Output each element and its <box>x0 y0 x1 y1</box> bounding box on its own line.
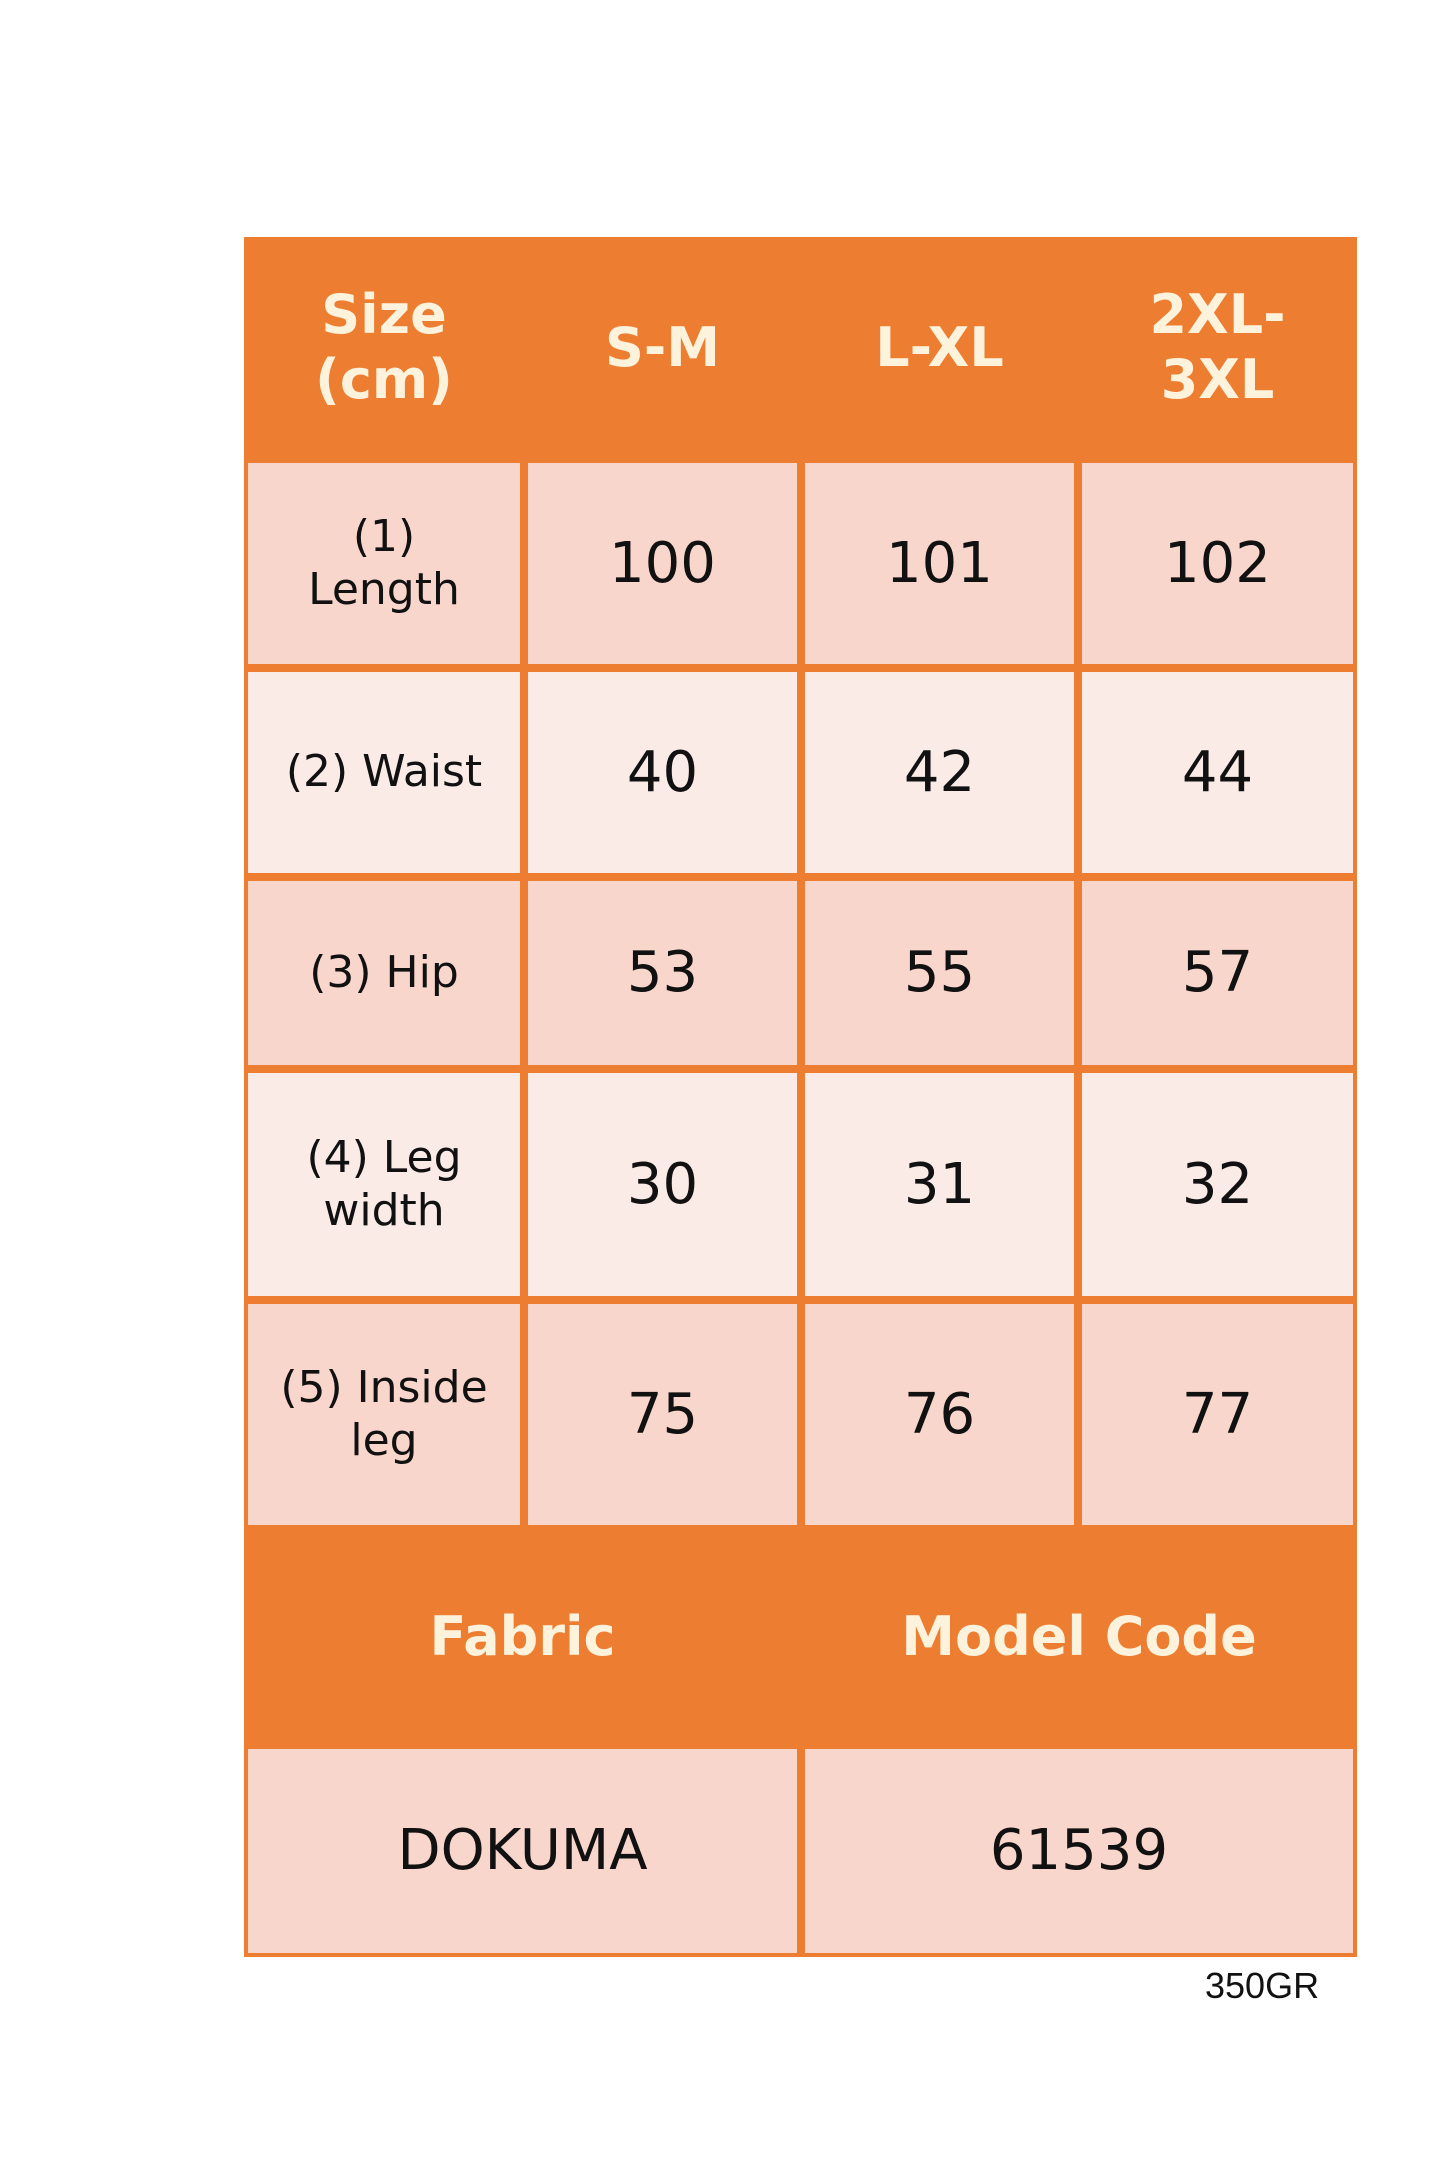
row-value: 42 <box>805 672 1074 873</box>
row-value: 44 <box>1082 672 1353 873</box>
row-value: 32 <box>1082 1073 1353 1296</box>
size-chart-table: Size (cm) S-M L-XL 2XL-3XL (1) Length 100 101 1… <box>244 237 1357 1957</box>
row-value: 53 <box>528 881 797 1065</box>
model-code-value: 61539 <box>805 1749 1353 1953</box>
row-value: 75 <box>528 1304 797 1525</box>
row-value: 31 <box>805 1073 1074 1296</box>
row-label: (5) Inside leg <box>248 1304 520 1525</box>
row-label: (4) Leg width <box>248 1073 520 1296</box>
row-label: (3) Hip <box>248 881 520 1065</box>
header-size-column: 2XL-3XL <box>1149 283 1286 411</box>
row-value: 101 <box>805 463 1074 664</box>
row-value: 55 <box>805 881 1074 1065</box>
header-size-label: Size (cm) <box>315 283 453 411</box>
row-value: 40 <box>528 672 797 873</box>
model-code-header: Model Code <box>901 1604 1257 1668</box>
fabric-header: Fabric <box>429 1604 616 1668</box>
row-value: 30 <box>528 1073 797 1296</box>
row-value: 76 <box>805 1304 1074 1525</box>
weight-note: 350GR <box>1205 1965 1320 2006</box>
row-label: (1) Length <box>248 463 520 664</box>
row-value: 77 <box>1082 1304 1353 1525</box>
row-value: 102 <box>1082 463 1353 664</box>
fabric-value: DOKUMA <box>248 1749 797 1953</box>
row-value: 100 <box>528 463 797 664</box>
header-size-column: L-XL <box>875 315 1004 379</box>
header-size-column: S-M <box>604 315 721 379</box>
row-label: (2) Waist <box>248 672 520 873</box>
row-value: 57 <box>1082 881 1353 1065</box>
